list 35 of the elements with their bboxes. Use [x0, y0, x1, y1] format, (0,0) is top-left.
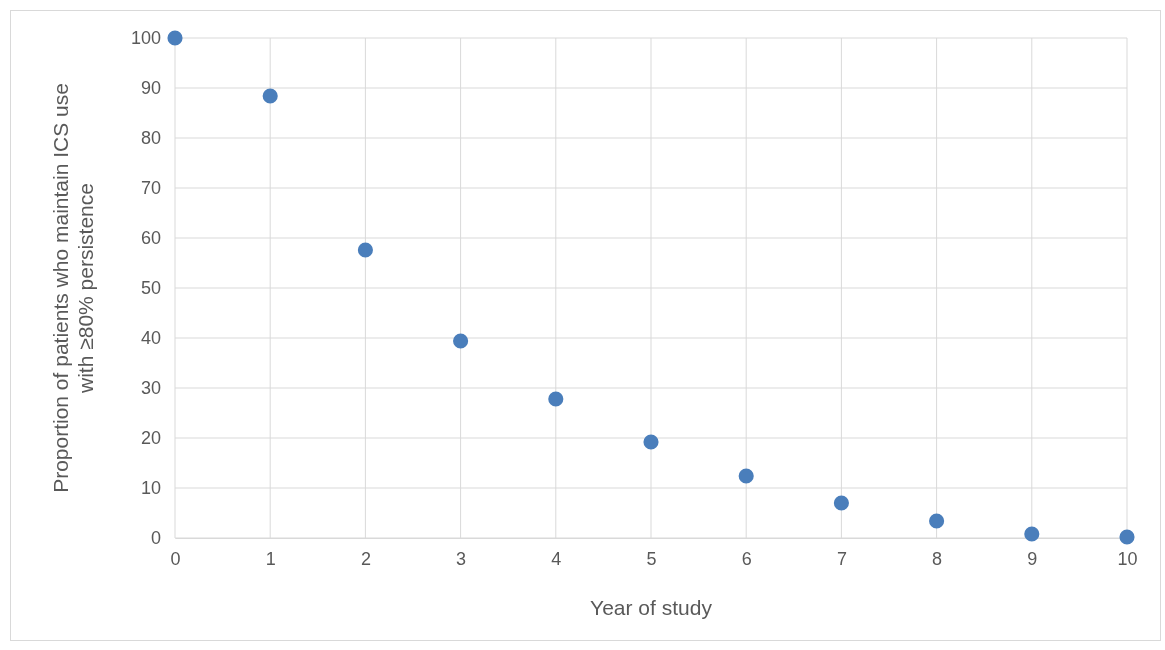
y-tick-label: 40	[140, 328, 161, 349]
y-tick-label: 60	[140, 228, 161, 249]
y-tick-label: 50	[140, 278, 161, 299]
point	[357, 242, 373, 258]
point	[738, 468, 754, 484]
y-tick-label: 100	[130, 28, 161, 49]
x-tick-label: 5	[646, 548, 657, 569]
x-tick-label: 6	[741, 548, 752, 569]
x-tick-label: 4	[551, 548, 562, 569]
point	[548, 391, 564, 407]
x-tick-label: 2	[360, 548, 371, 569]
y-tick-label: 10	[140, 478, 161, 499]
point	[262, 88, 278, 104]
point	[453, 333, 469, 349]
x-tick-label: 8	[932, 548, 943, 569]
point	[929, 513, 945, 529]
x-tick-label: 7	[836, 548, 847, 569]
point	[1119, 529, 1135, 545]
x-tick-label: 0	[170, 548, 181, 569]
point	[643, 434, 659, 450]
y-tick-label: 70	[140, 178, 161, 199]
x-tick-label: 3	[456, 548, 467, 569]
x-tick-label: 10	[1117, 548, 1138, 569]
x-tick-label: 9	[1027, 548, 1038, 569]
y-axis-title: Proportion of patients who maintain ICS use with ≥80% persistence	[48, 83, 98, 493]
point	[833, 495, 849, 511]
y-tick-label: 0	[150, 528, 161, 549]
y-tick-label: 30	[140, 378, 161, 399]
y-tick-label: 90	[140, 78, 161, 99]
point	[1024, 526, 1040, 542]
y-tick-label: 20	[140, 428, 161, 449]
point	[167, 30, 183, 46]
x-tick-label: 1	[265, 548, 276, 569]
x-axis-title: Year of study	[590, 596, 713, 619]
y-tick-label: 80	[140, 128, 161, 149]
